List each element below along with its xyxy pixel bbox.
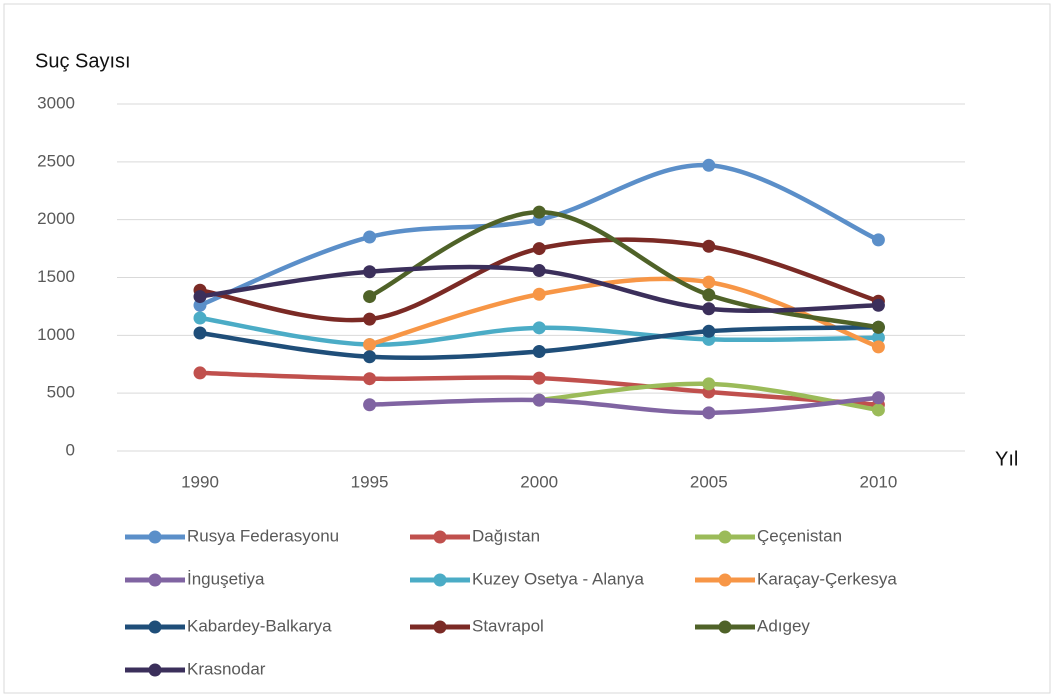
- data-point: [363, 265, 377, 279]
- data-point: [363, 312, 377, 326]
- data-point: [702, 406, 716, 420]
- y-tick-label: 0: [66, 440, 75, 459]
- x-tick-label: 1990: [181, 472, 219, 491]
- y-tick-label: 1000: [37, 325, 75, 344]
- series-line: [367, 395, 881, 416]
- series-line: [367, 209, 881, 330]
- series-line: [367, 276, 881, 350]
- data-point: [193, 311, 207, 325]
- legend-marker: [718, 530, 732, 544]
- data-point: [363, 350, 377, 364]
- data-point: [871, 320, 885, 334]
- data-point: [532, 242, 546, 256]
- legend-marker: [148, 573, 162, 587]
- legend-marker: [433, 573, 447, 587]
- data-point: [363, 372, 377, 386]
- data-point: [871, 331, 885, 345]
- legend-label: Kuzey Osetya - Alanya: [472, 569, 645, 588]
- x-axis-title: Yıl: [995, 448, 1018, 470]
- data-point: [702, 239, 716, 253]
- y-tick-label: 2000: [37, 209, 75, 228]
- legend-label: Dağıstan: [472, 526, 540, 545]
- legend-label: Krasnodar: [187, 659, 266, 678]
- x-tick-label: 2010: [859, 472, 897, 491]
- data-point: [871, 298, 885, 312]
- y-tick-label: 2500: [37, 151, 75, 170]
- data-point: [702, 377, 716, 391]
- chart-frame: [3, 3, 1051, 694]
- data-point: [532, 205, 546, 219]
- legend-marker: [148, 663, 162, 677]
- data-point: [702, 302, 716, 316]
- legend-label: Stavrapol: [472, 616, 544, 635]
- legend-label: Adıgey: [757, 616, 810, 635]
- data-point: [532, 393, 546, 407]
- legend-marker: [718, 573, 732, 587]
- data-point: [532, 371, 546, 385]
- legend-marker: [148, 620, 162, 634]
- data-point: [193, 326, 207, 340]
- data-point: [702, 324, 716, 338]
- data-point: [871, 403, 885, 417]
- data-point: [702, 275, 716, 289]
- data-point: [363, 398, 377, 412]
- x-tick-label: 1995: [351, 472, 389, 491]
- data-point: [363, 338, 377, 352]
- legend-label: Karaçay-Çerkesya: [757, 569, 897, 588]
- legend-label: Çeçenistan: [757, 526, 842, 545]
- legend-label: Rusya Federasyonu: [187, 526, 339, 545]
- y-tick-label: 1500: [37, 267, 75, 286]
- data-point: [532, 264, 546, 278]
- y-tick-label: 500: [47, 383, 75, 402]
- data-point: [532, 287, 546, 301]
- y-tick-label: 3000: [37, 93, 75, 112]
- legend-label: Kabardey-Balkarya: [187, 616, 332, 635]
- legend-marker: [718, 620, 732, 634]
- legend-marker: [433, 620, 447, 634]
- data-point: [193, 366, 207, 380]
- data-point: [871, 233, 885, 247]
- data-point: [871, 391, 885, 405]
- y-axis-title: Suç Sayısı: [35, 50, 131, 72]
- data-point: [702, 288, 716, 302]
- data-point: [193, 290, 207, 304]
- data-point: [871, 340, 885, 354]
- data-point: [702, 158, 716, 172]
- x-tick-label: 2005: [690, 472, 728, 491]
- data-point: [363, 230, 377, 244]
- x-tick-label: 2000: [520, 472, 558, 491]
- legend-label: İnguşetiya: [187, 569, 265, 588]
- data-point: [532, 321, 546, 335]
- legend-marker: [433, 530, 447, 544]
- data-point: [363, 290, 377, 304]
- data-point: [532, 345, 546, 359]
- legend-marker: [148, 530, 162, 544]
